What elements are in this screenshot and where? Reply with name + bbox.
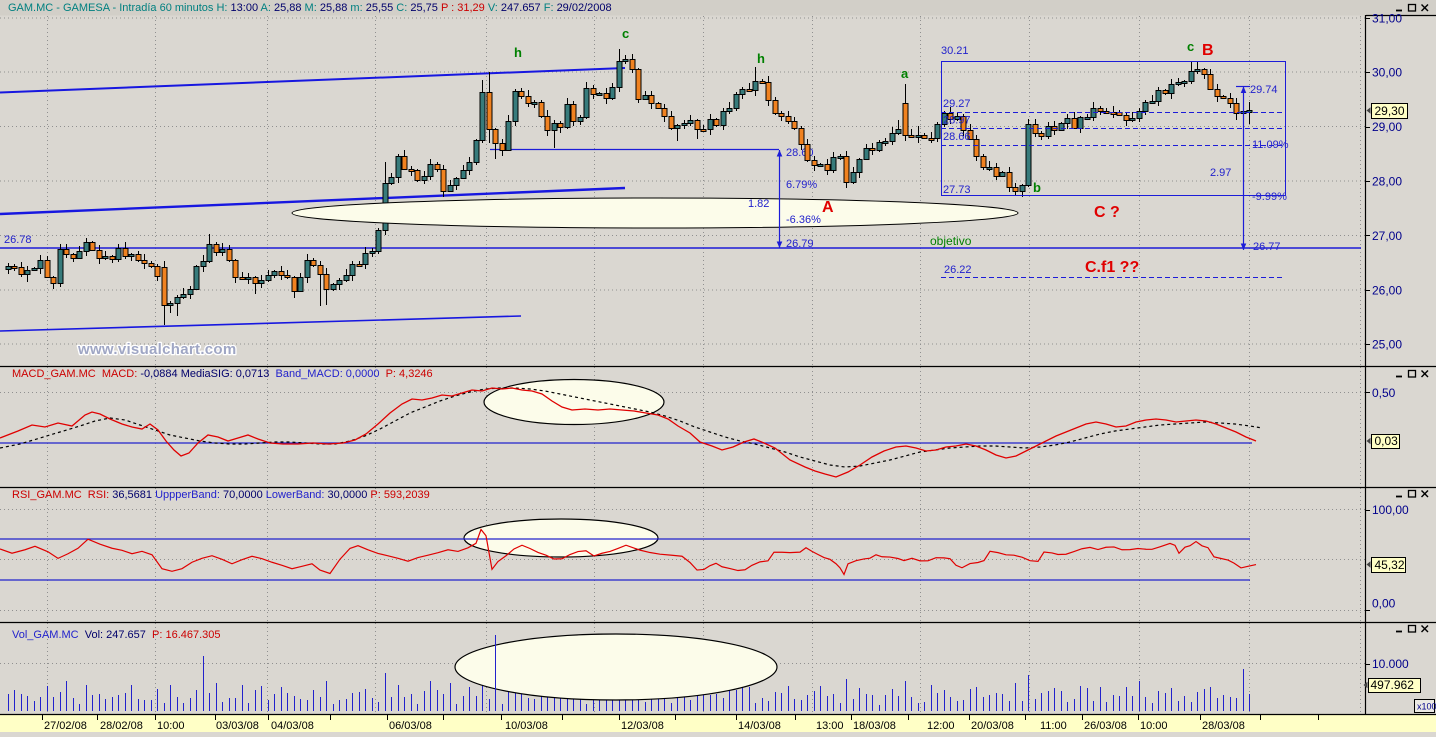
svg-text:6.79%: 6.79%	[786, 179, 817, 191]
svg-text:10/03/08: 10/03/08	[505, 720, 548, 732]
svg-text:2.97: 2.97	[1210, 167, 1231, 179]
svg-text:45,32: 45,32	[1375, 558, 1405, 572]
svg-text:27/02/08: 27/02/08	[44, 720, 87, 732]
svg-text:28,00: 28,00	[1372, 175, 1402, 189]
svg-text:497.962: 497.962	[1371, 678, 1415, 692]
svg-text:x100: x100	[1417, 702, 1436, 712]
svg-text:27,00: 27,00	[1372, 229, 1402, 243]
svg-text:29,00: 29,00	[1372, 120, 1402, 134]
svg-text:26.79: 26.79	[786, 238, 814, 250]
svg-text:C ?: C ?	[1094, 204, 1120, 221]
svg-text:30.21: 30.21	[941, 45, 969, 57]
svg-text:26.78: 26.78	[4, 234, 32, 246]
svg-text:0,03: 0,03	[1375, 434, 1399, 448]
svg-text:12:00: 12:00	[927, 720, 955, 732]
svg-text:13:00: 13:00	[816, 720, 844, 732]
svg-text:1.82: 1.82	[748, 198, 769, 210]
svg-text:10:00: 10:00	[1140, 720, 1168, 732]
svg-text:C.f1 ??: C.f1 ??	[1085, 259, 1139, 276]
svg-text:20/03/08: 20/03/08	[971, 720, 1014, 732]
svg-text:28/03/08: 28/03/08	[1202, 720, 1245, 732]
svg-text:26,00: 26,00	[1372, 283, 1402, 297]
svg-text:-6.36%: -6.36%	[786, 214, 821, 226]
svg-text:a: a	[901, 66, 909, 81]
svg-text:objetivo: objetivo	[930, 234, 972, 248]
svg-text:B: B	[1202, 42, 1214, 59]
svg-text:26/03/08: 26/03/08	[1084, 720, 1127, 732]
svg-text:GAM.MC - GAMESA - Intradía 60: GAM.MC - GAMESA - Intradía 60 minutos H:…	[8, 2, 612, 14]
svg-text:26.22: 26.22	[944, 264, 972, 276]
svg-text:h: h	[514, 45, 522, 60]
svg-text:28.97: 28.97	[943, 115, 971, 127]
svg-text:A: A	[822, 199, 834, 216]
svg-text:29,30: 29,30	[1375, 104, 1405, 118]
svg-text:MACD_GAM.MC MACD: -0,0884 Med: MACD_GAM.MC MACD: -0,0884 MediaSIG: 0,07…	[12, 368, 433, 380]
svg-text:28/02/08: 28/02/08	[100, 720, 143, 732]
svg-text:h: h	[757, 51, 765, 66]
svg-text:10.000: 10.000	[1372, 657, 1409, 671]
svg-text:11.09%: 11.09%	[1252, 139, 1289, 151]
svg-text:18/03/08: 18/03/08	[853, 720, 896, 732]
svg-text:www.visualchart.com: www.visualchart.com	[77, 341, 237, 358]
svg-text:03/03/08: 03/03/08	[216, 720, 259, 732]
svg-text:0,00: 0,00	[1372, 597, 1396, 611]
svg-text:c: c	[1187, 39, 1194, 54]
svg-text:RSI_GAM.MC RSI: 36,5681 Upppe: RSI_GAM.MC RSI: 36,5681 UppperBand: 70,0…	[12, 489, 430, 501]
svg-text:Vol_GAM.MC Vol: 247.657 P: 1: Vol_GAM.MC Vol: 247.657 P: 16.467.305	[12, 629, 221, 641]
svg-text:04/03/08: 04/03/08	[271, 720, 314, 732]
svg-text:27.73: 27.73	[943, 184, 971, 196]
svg-text:26.77: 26.77	[1253, 241, 1281, 253]
svg-text:25,00: 25,00	[1372, 338, 1402, 352]
svg-text:30,00: 30,00	[1372, 66, 1402, 80]
svg-text:c: c	[622, 26, 629, 41]
svg-text:b: b	[1033, 180, 1041, 195]
svg-text:29.74: 29.74	[1250, 84, 1278, 96]
svg-text:31,00: 31,00	[1372, 11, 1402, 25]
svg-text:100,00: 100,00	[1372, 503, 1409, 517]
svg-text:29.27: 29.27	[943, 98, 971, 110]
svg-text:06/03/08: 06/03/08	[389, 720, 432, 732]
svg-text:0,50: 0,50	[1372, 386, 1396, 400]
svg-text:11:00: 11:00	[1040, 720, 1067, 732]
svg-text:10:00: 10:00	[157, 720, 185, 732]
svg-text:28.66: 28.66	[943, 131, 971, 143]
svg-text:-9.99%: -9.99%	[1252, 191, 1287, 203]
svg-text:12/03/08: 12/03/08	[621, 720, 664, 732]
svg-text:14/03/08: 14/03/08	[738, 720, 781, 732]
